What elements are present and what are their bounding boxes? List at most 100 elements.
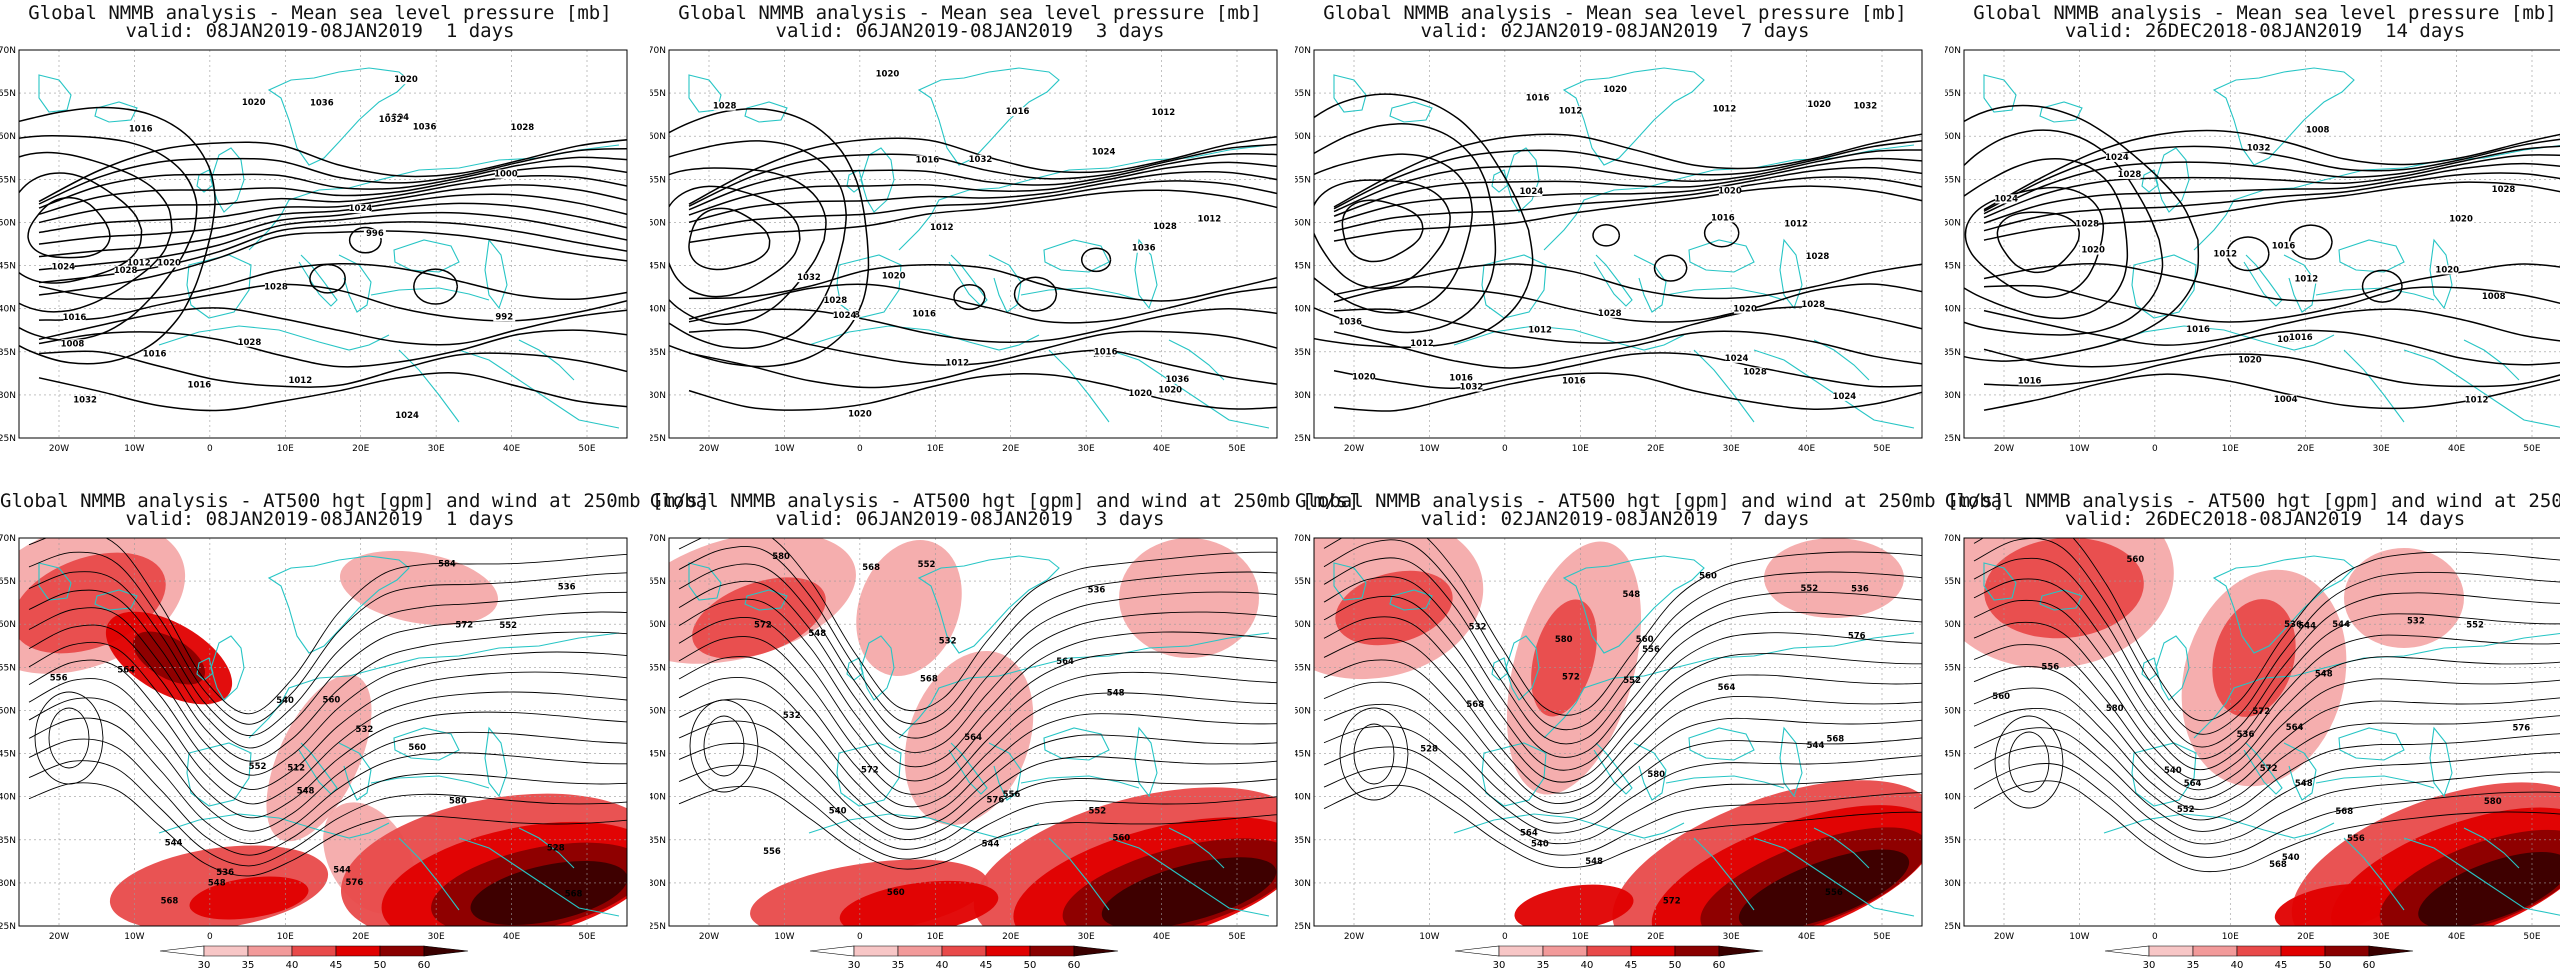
latitude-tick-label: 70N	[650, 534, 666, 544]
coastline	[1389, 101, 1433, 123]
contour-label: 1012	[1198, 214, 1222, 224]
contour-label: 1028	[713, 102, 737, 112]
isobar-contour	[38, 221, 627, 284]
latitude-tick-label: 40N	[0, 305, 16, 315]
contour-label: 560	[408, 743, 426, 753]
contour-label: 548	[208, 878, 226, 888]
coastline	[2338, 727, 2405, 761]
isobar-contour	[1333, 372, 1922, 412]
isobar-contour	[1333, 330, 1922, 369]
contour-label-bg	[882, 271, 905, 281]
contour-label: 560	[2127, 555, 2145, 565]
height-contour	[1323, 746, 1922, 845]
coastline	[210, 635, 245, 701]
isobar-contour	[1983, 138, 2560, 212]
contour-label-bg	[946, 358, 969, 368]
coastline	[688, 562, 722, 601]
latitude-tick-label: 65N	[0, 89, 16, 99]
coastline	[196, 169, 214, 193]
contour-label-bg	[1526, 93, 1549, 103]
latitude-tick-label: 55N	[0, 175, 16, 185]
contour-label: 564	[1056, 657, 1074, 667]
wind-speed-legend: 30 35 40 45 50 60	[1454, 945, 1764, 968]
contour-label: 556	[763, 847, 781, 857]
contour-label: 536	[1088, 586, 1106, 596]
longitude-tick-label: 10W	[2069, 444, 2089, 454]
longitude-tick-label: 40E	[2448, 932, 2465, 942]
latitude-tick-label: 25N	[650, 922, 666, 932]
longitude-tick-label: 30E	[1723, 444, 1740, 454]
contour-label: 552	[918, 560, 936, 570]
latitude-tick-label: 55N	[1945, 663, 1961, 673]
legend-color-swatch	[1674, 945, 1720, 957]
valid-dates: valid: 02JAN2019-08JAN2019	[1420, 20, 1718, 42]
longitude-tick-label: 0	[1502, 932, 1508, 942]
longitude-tick-label: 10E	[2222, 932, 2239, 942]
coastline	[2155, 635, 2190, 701]
isobar-contour	[688, 170, 1277, 224]
latitude-tick-label: 30N	[650, 391, 666, 401]
legend-label: 30	[1493, 960, 1506, 968]
height-contour	[48, 707, 90, 769]
contour-label-bg	[930, 222, 953, 232]
coastline	[898, 144, 1270, 251]
height-contour	[1323, 538, 1922, 716]
panel-title: Global NMMB analysis - Mean sea level pr…	[1973, 2, 2557, 24]
latitude-tick-label: 40N	[1295, 305, 1311, 315]
longitude-tick-label: 20W	[49, 444, 69, 454]
contour-label: 1012	[1713, 105, 1737, 115]
contour-label: 1032	[797, 273, 821, 283]
contour-label: 576	[346, 878, 364, 888]
panel-valid-range: valid: 26DEC2018-08JAN2019 14 days	[1945, 22, 2560, 41]
wind-speed-shading	[2212, 599, 2296, 717]
contour-label: 1016	[188, 380, 212, 390]
valid-dates: valid: 26DEC2018-08JAN2019	[2064, 20, 2363, 42]
coastline	[744, 101, 788, 123]
legend-color-swatch	[247, 945, 293, 957]
isobar-contour	[38, 263, 627, 301]
contour-label: 572	[2252, 707, 2270, 717]
isobar-contour	[688, 283, 1277, 324]
coastline	[158, 325, 390, 351]
contour-label: 580	[1647, 770, 1665, 780]
latitude-tick-label: 40N	[650, 793, 666, 803]
wind-speed-shading	[339, 550, 499, 626]
height-contour	[28, 641, 627, 790]
legend-color-swatch	[1454, 945, 1500, 957]
legend-color-swatch	[809, 945, 855, 957]
contour-label: 1020	[242, 98, 266, 108]
latitude-tick-label: 45N	[650, 750, 666, 760]
longitude-tick-label: 20E	[1647, 444, 1664, 454]
coastline	[1333, 74, 1367, 113]
longitude-tick-label: 50E	[1873, 932, 1890, 942]
legend-color-swatch	[1029, 945, 1075, 957]
wind-speed-shading	[2344, 548, 2464, 648]
height-contour	[678, 742, 1277, 850]
longitude-tick-label: 10E	[1572, 932, 1589, 942]
contour-label: 536	[2284, 620, 2302, 630]
longitude-tick-label: 40E	[2448, 444, 2465, 454]
contour-label: 1020	[848, 410, 872, 420]
contour-label-bg	[1529, 325, 1552, 335]
contour-label: 560	[1636, 635, 1654, 645]
coastline	[298, 742, 338, 795]
legend-color-swatch	[853, 945, 899, 957]
isobar-contour	[413, 268, 459, 305]
contour-label-bg	[1094, 347, 1117, 357]
contour-label: 1016	[63, 313, 87, 323]
coastline	[518, 339, 575, 381]
contour-label: 536	[1851, 584, 1869, 594]
isobar-contour	[38, 193, 627, 245]
isobar-contour	[688, 373, 1277, 411]
isobar-contour	[688, 328, 1277, 366]
contour-label: 552	[1800, 584, 1818, 594]
isobar-contour	[1983, 145, 2560, 215]
contour-label: 1036	[310, 98, 334, 108]
contour-label: 580	[2106, 704, 2124, 714]
contour-label: 1016	[1526, 94, 1550, 104]
latitude-tick-label: 60N	[1945, 132, 1961, 142]
latitude-tick-label: 35N	[0, 348, 16, 358]
latitude-tick-label: 30N	[0, 391, 16, 401]
coastline	[1813, 827, 1870, 869]
longitude-tick-label: 50E	[578, 444, 595, 454]
